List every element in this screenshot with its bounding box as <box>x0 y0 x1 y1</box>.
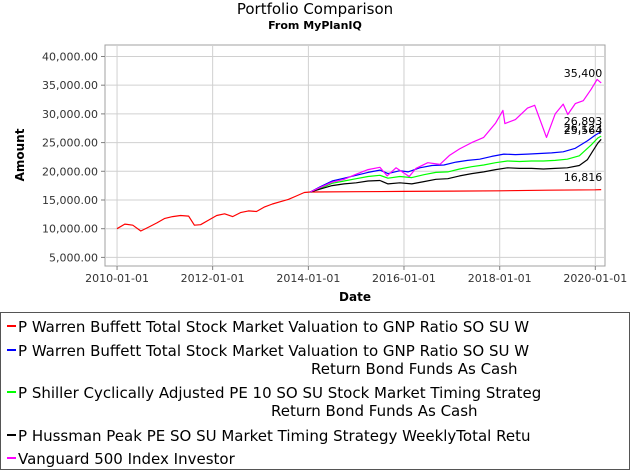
series-line-4 <box>310 138 602 193</box>
legend-item: Vanguard 500 Index Investor <box>7 449 629 469</box>
legend-swatch <box>7 324 16 327</box>
legend-swatch <box>7 456 16 459</box>
y-tick-label: 20,000.00 <box>42 165 98 178</box>
end-value-label: 35,400 <box>564 67 603 80</box>
chart-canvas: 5,000.00 10,000.00 15,000.00 20,000.00 25,00… <box>13 44 627 304</box>
legend: P Warren Buffett Total Stock Market Valu… <box>0 312 630 470</box>
legend-swatch <box>7 390 16 393</box>
legend-label-continuation: Return Bond Funds As Cash <box>311 360 518 378</box>
legend-item: P Warren Buffett Total Stock Market Valu… <box>7 317 629 337</box>
series-line-3 <box>310 135 602 193</box>
legend-item: P Shiller Cyclically Adjusted PE 10 SO S… <box>7 383 629 403</box>
y-tick-label: 25,000.00 <box>42 137 98 150</box>
x-tick-label: 2012-01-01 <box>181 272 245 285</box>
legend-item: P Hussman Peak PE SO SU Market Timing St… <box>7 426 629 446</box>
legend-label: P Shiller Cyclically Adjusted PE 10 SO S… <box>18 384 542 402</box>
series-line-1 <box>116 189 602 232</box>
x-tick-label: 2020-01-01 <box>563 272 627 285</box>
legend-label: P Warren Buffett Total Stock Market Valu… <box>18 318 530 336</box>
x-tick-label: 2014-01-01 <box>276 272 340 285</box>
legend-label: P Warren Buffett Total Stock Market Valu… <box>18 342 530 360</box>
x-axis-title: Date <box>339 290 371 304</box>
y-tick-label: 10,000.00 <box>42 223 98 236</box>
series-line-5 <box>309 78 602 193</box>
y-tick-label: 15,000.00 <box>42 194 98 207</box>
chart-subtitle: From MyPlanIQ <box>268 19 362 32</box>
y-tick-label: 30,000.00 <box>42 108 98 121</box>
series-line-2 <box>309 131 602 193</box>
y-tick-label: 35,000.00 <box>42 79 98 92</box>
legend-swatch <box>7 433 16 436</box>
axis-layer: 5,000.00 10,000.00 15,000.00 20,000.00 25,00… <box>42 50 627 285</box>
y-tick-label: 5,000.00 <box>49 251 98 264</box>
x-tick-label: 2016-01-01 <box>372 272 436 285</box>
grid-layer <box>105 45 605 266</box>
plot-area <box>104 44 606 267</box>
end-value-label: 16,816 <box>564 171 603 184</box>
legend-label: P Hussman Peak PE SO SU Market Timing St… <box>18 427 531 445</box>
x-tick-label: 2010-01-01 <box>85 272 149 285</box>
y-tick-label: 40,000.00 <box>42 50 98 63</box>
legend-label: Vanguard 500 Index Investor <box>18 450 235 468</box>
legend-item: P Warren Buffett Total Stock Market Valu… <box>7 341 629 361</box>
legend-swatch <box>7 348 16 351</box>
series-layer <box>116 78 602 232</box>
end-value-label: 26,123 <box>564 122 603 135</box>
x-tick-label: 2018-01-01 <box>468 272 532 285</box>
chart-title: Portfolio Comparison <box>236 0 394 18</box>
end-value-label: 25,564 <box>564 124 603 137</box>
legend-label-continuation: Return Bond Funds As Cash <box>271 402 478 420</box>
end-value-label: 26,893 <box>564 115 603 128</box>
y-axis-title: Amount <box>13 128 27 181</box>
